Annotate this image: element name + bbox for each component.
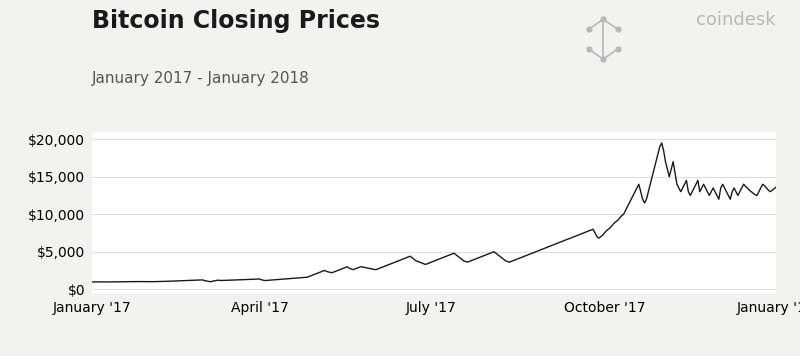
Text: coindesk: coindesk <box>696 11 776 29</box>
Point <box>597 16 610 22</box>
Point <box>597 56 610 62</box>
Text: Bitcoin Closing Prices: Bitcoin Closing Prices <box>92 9 380 33</box>
Point <box>611 26 624 32</box>
Point <box>582 26 595 32</box>
Text: January 2017 - January 2018: January 2017 - January 2018 <box>92 71 310 86</box>
Point <box>611 46 624 52</box>
Point <box>582 46 595 52</box>
